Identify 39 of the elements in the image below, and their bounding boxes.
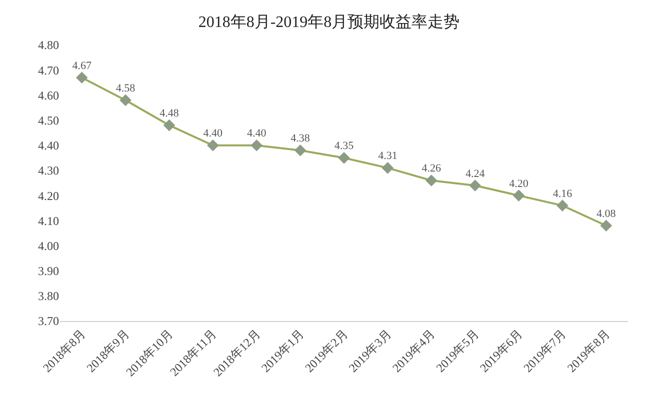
point — [120, 94, 132, 106]
y-tick-label: 4.20 — [38, 188, 59, 203]
y-tick-label: 4.10 — [38, 214, 59, 228]
y-tick-label: 4.80 — [38, 38, 59, 52]
data-label: 4.16 — [552, 188, 573, 200]
data-label: 4.08 — [596, 208, 616, 220]
point — [556, 200, 568, 212]
data-label: 4.26 — [422, 162, 442, 175]
data-label: 4.35 — [334, 140, 354, 152]
data-label: 4.38 — [290, 132, 310, 145]
data-label: 4.58 — [116, 82, 136, 94]
y-tick-label: 3.80 — [38, 289, 59, 304]
y-tick-label: 4.60 — [38, 88, 59, 102]
y-tick-label: 4.00 — [38, 238, 59, 253]
point — [469, 180, 481, 192]
point — [382, 162, 394, 174]
data-label: 4.48 — [160, 108, 180, 120]
data-label: 4.67 — [72, 60, 92, 72]
data-label: 4.40 — [246, 128, 267, 140]
data-label: 4.20 — [509, 178, 529, 190]
point — [294, 144, 306, 156]
y-tick-label: 4.40 — [38, 138, 59, 153]
data-label: 4.40 — [203, 128, 224, 140]
y-tick-label: 4.70 — [38, 63, 59, 78]
chart-title: 2018年8月-2019年8月预期收益率走势 — [198, 13, 460, 32]
point — [338, 152, 350, 164]
y-tick-label: 3.90 — [38, 264, 59, 278]
y-tick-label: 4.50 — [38, 113, 59, 128]
point — [250, 140, 262, 152]
data-label: 4.24 — [465, 168, 486, 180]
point — [164, 120, 175, 131]
data-label: 4.31 — [378, 150, 398, 162]
point — [426, 174, 438, 186]
y-tick-label: 3.70 — [38, 314, 59, 328]
point — [207, 140, 219, 152]
point — [513, 190, 524, 202]
point — [600, 220, 612, 232]
y-tick-label: 4.30 — [38, 164, 59, 178]
point — [76, 72, 88, 84]
